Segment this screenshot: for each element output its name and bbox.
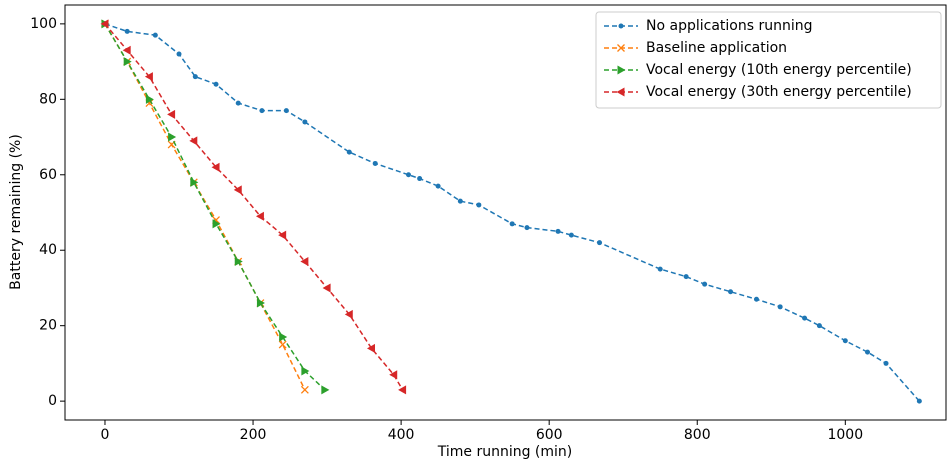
marker xyxy=(189,136,198,146)
series-line xyxy=(104,23,920,402)
marker xyxy=(123,57,132,67)
marker xyxy=(152,32,158,38)
marker xyxy=(435,183,441,189)
legend-marker xyxy=(617,65,626,75)
marker xyxy=(176,51,182,57)
marker xyxy=(279,332,288,342)
marker xyxy=(406,172,412,178)
marker xyxy=(417,176,423,182)
y-tick-label: 80 xyxy=(39,91,57,107)
y-tick-label: 40 xyxy=(39,242,57,258)
y-tick-label: 60 xyxy=(39,167,57,183)
marker xyxy=(122,45,131,55)
legend-label: Vocal energy (10th energy percentile) xyxy=(646,62,912,78)
marker xyxy=(190,177,199,187)
marker xyxy=(524,225,530,231)
marker xyxy=(842,338,848,344)
marker xyxy=(802,315,808,321)
marker xyxy=(233,185,242,195)
x-axis-label: Time running (min) xyxy=(437,444,573,460)
marker xyxy=(346,149,352,155)
marker xyxy=(728,289,734,295)
x-tick-label: 800 xyxy=(684,427,711,443)
marker xyxy=(753,296,759,302)
marker xyxy=(259,108,265,114)
marker xyxy=(234,257,243,267)
marker xyxy=(300,257,309,267)
legend-marker xyxy=(616,87,625,97)
marker xyxy=(235,100,241,106)
marker xyxy=(300,385,309,394)
marker xyxy=(597,240,603,246)
marker xyxy=(865,349,871,355)
marker xyxy=(255,211,264,221)
marker xyxy=(278,230,287,240)
marker xyxy=(777,304,783,310)
marker xyxy=(398,385,407,395)
legend-marker xyxy=(618,23,624,29)
marker xyxy=(366,343,375,353)
marker xyxy=(256,298,265,308)
marker xyxy=(657,266,663,272)
marker xyxy=(211,162,220,172)
x-tick-label: 200 xyxy=(240,427,267,443)
marker xyxy=(302,119,308,125)
marker xyxy=(476,202,482,208)
legend-label: Vocal energy (30th energy percentile) xyxy=(646,84,912,100)
marker xyxy=(213,81,219,87)
marker xyxy=(301,366,310,376)
marker xyxy=(100,19,109,29)
marker xyxy=(883,360,889,366)
marker xyxy=(283,108,289,114)
marker xyxy=(389,370,398,380)
marker xyxy=(322,283,331,293)
series-line xyxy=(104,23,326,391)
marker xyxy=(192,74,198,80)
x-tick-label: 1000 xyxy=(827,427,863,443)
marker xyxy=(344,309,353,319)
marker xyxy=(816,323,822,329)
marker xyxy=(168,132,177,142)
marker xyxy=(509,221,515,227)
marker xyxy=(145,94,154,104)
marker xyxy=(321,385,330,395)
legend-label: No applications running xyxy=(646,18,812,34)
marker xyxy=(568,232,574,238)
series-line xyxy=(104,23,306,391)
marker xyxy=(702,281,708,287)
plot-frame xyxy=(64,4,947,421)
marker xyxy=(124,28,130,34)
marker xyxy=(372,160,378,166)
marker xyxy=(167,109,176,119)
marker xyxy=(457,198,463,204)
marker xyxy=(212,219,221,229)
y-tick-label: 100 xyxy=(30,16,57,32)
y-axis-label: Battery remaining (%) xyxy=(8,134,24,290)
y-tick-label: 20 xyxy=(39,318,57,334)
legend-box xyxy=(595,11,942,109)
y-tick-label: 0 xyxy=(48,393,57,409)
legend-marker xyxy=(617,44,625,52)
x-tick-label: 0 xyxy=(101,427,110,443)
marker xyxy=(683,274,689,280)
x-tick-label: 600 xyxy=(536,427,563,443)
legend-label: Baseline application xyxy=(646,40,787,56)
x-tick-label: 400 xyxy=(388,427,415,443)
marker xyxy=(278,340,287,349)
marker xyxy=(555,228,561,234)
marker xyxy=(144,72,153,82)
marker xyxy=(916,398,922,404)
